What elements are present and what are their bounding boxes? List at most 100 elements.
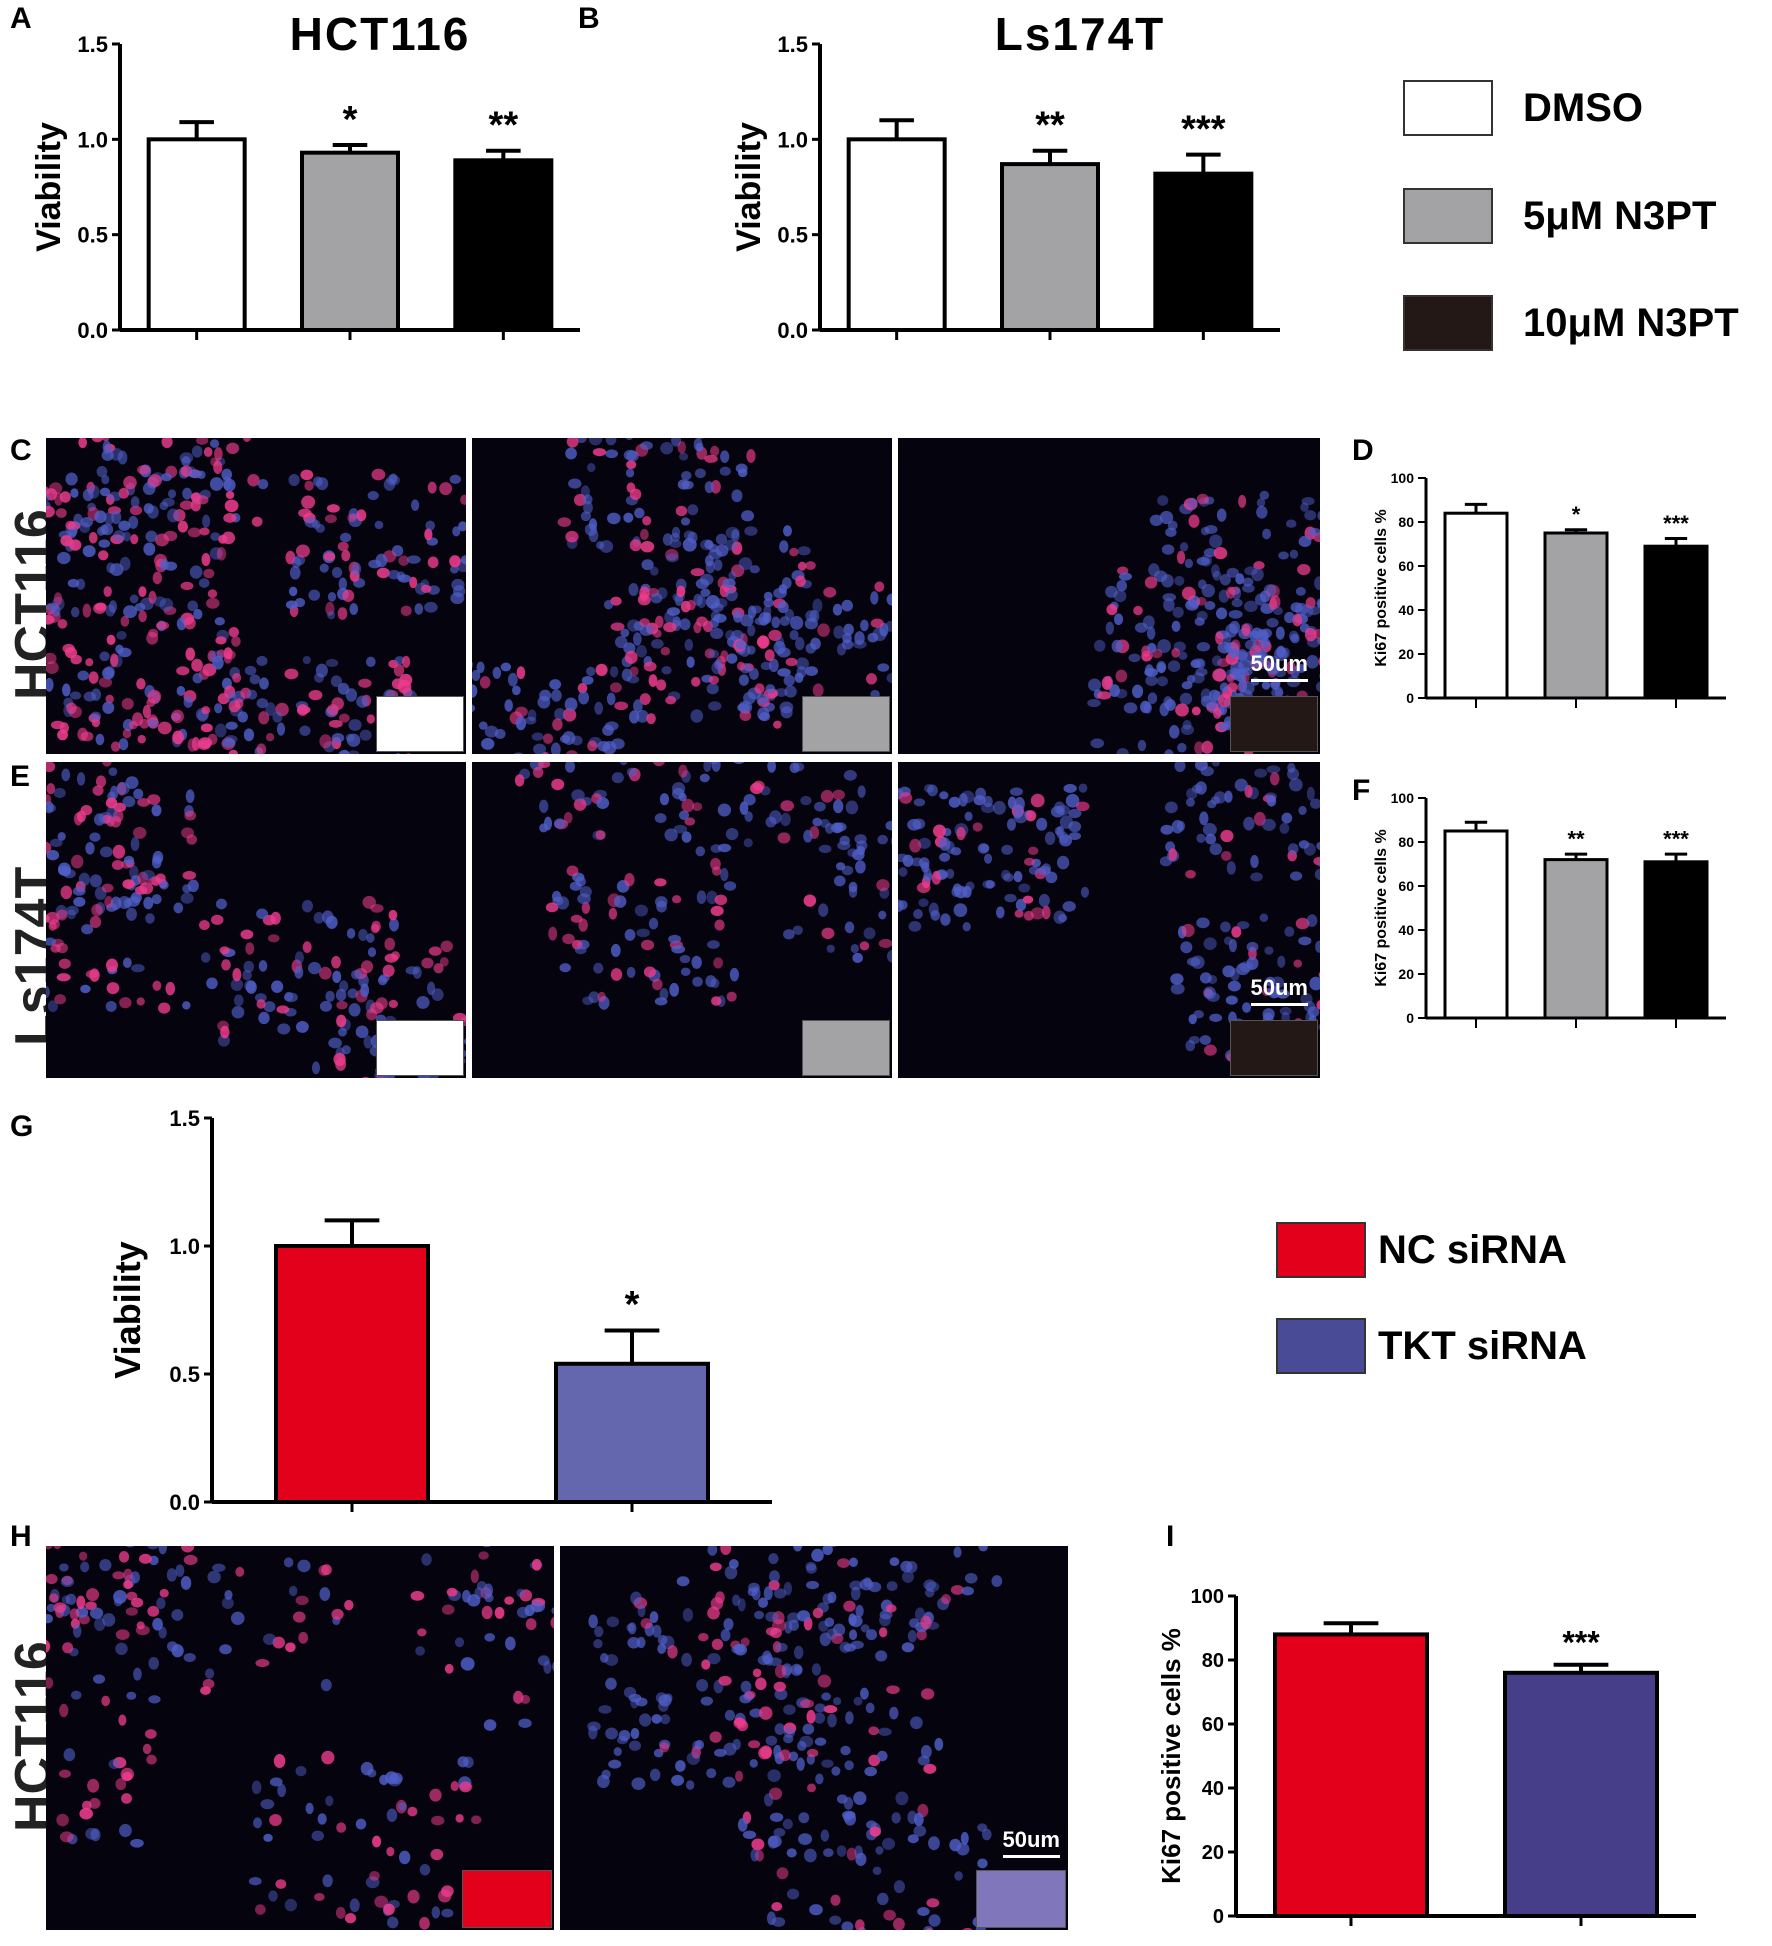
cell-nucleus — [316, 477, 329, 491]
cell-nucleus — [69, 1608, 80, 1620]
cell-nucleus — [1232, 668, 1246, 682]
cell-nucleus — [55, 508, 67, 518]
cell-nucleus — [1168, 848, 1178, 861]
cell-nucleus — [734, 1643, 748, 1656]
cell-nucleus — [1221, 850, 1232, 861]
cell-nucleus — [398, 1850, 411, 1865]
cell-nucleus — [1175, 703, 1189, 717]
cell-nucleus — [344, 1599, 354, 1611]
cell-nucleus — [1045, 871, 1058, 884]
chart-a-title: HCT116 — [290, 10, 471, 60]
cell-nucleus — [395, 753, 401, 754]
cell-nucleus — [794, 1665, 803, 1674]
cell-nucleus — [699, 773, 710, 783]
cell-nucleus — [1225, 586, 1236, 599]
cell-nucleus — [1277, 955, 1286, 968]
cell-nucleus — [650, 592, 663, 604]
cell-nucleus — [639, 1713, 652, 1727]
cell-nucleus — [382, 964, 395, 977]
cell-nucleus — [907, 1834, 919, 1844]
cell-nucleus — [789, 762, 800, 774]
cell-nucleus — [183, 1652, 196, 1663]
cell-nucleus — [1253, 657, 1265, 668]
cell-nucleus — [768, 1835, 782, 1848]
cell-nucleus — [1306, 605, 1320, 616]
cell-nucleus — [196, 438, 209, 445]
cell-nucleus — [298, 508, 312, 518]
cell-nucleus — [818, 903, 829, 917]
cell-nucleus — [288, 1585, 298, 1597]
cell-nucleus — [277, 1023, 291, 1035]
cell-nucleus — [650, 638, 664, 649]
cell-nucleus — [793, 1645, 804, 1660]
cell-nucleus — [98, 677, 113, 688]
cell-nucleus — [425, 520, 436, 531]
cell-nucleus — [868, 1726, 880, 1736]
cell-nucleus — [703, 762, 712, 772]
micrograph-swatch-c-dmso — [376, 696, 464, 752]
cell-nucleus — [854, 834, 867, 845]
cell-nucleus — [219, 1644, 232, 1655]
scale-bar-line-e — [1250, 1003, 1308, 1006]
cell-nucleus — [852, 952, 863, 963]
cell-nucleus — [248, 1877, 262, 1886]
cell-nucleus — [849, 1580, 863, 1591]
cell-nucleus — [705, 975, 717, 988]
cell-nucleus — [1181, 923, 1195, 938]
cell-nucleus — [811, 1548, 824, 1562]
cell-nucleus — [629, 539, 642, 552]
cell-nucleus — [233, 994, 244, 1007]
cell-nucleus — [860, 619, 869, 632]
cell-nucleus — [706, 1768, 717, 1779]
cell-nucleus — [613, 895, 627, 908]
cell-nucleus — [129, 505, 143, 516]
cell-nucleus — [886, 672, 892, 684]
cell-nucleus — [53, 592, 63, 606]
cell-nucleus — [265, 733, 275, 742]
cell-nucleus — [765, 1627, 778, 1636]
cell-nucleus — [889, 1557, 900, 1566]
cell-nucleus — [143, 896, 154, 910]
cell-nucleus — [786, 1888, 800, 1900]
cell-nucleus — [1167, 660, 1181, 673]
cell-nucleus — [99, 846, 113, 858]
cell-nucleus — [548, 926, 558, 941]
cell-nucleus — [331, 567, 343, 578]
cell-nucleus — [805, 666, 818, 677]
cell-nucleus — [960, 1831, 969, 1845]
cell-nucleus — [641, 939, 655, 951]
cell-nucleus — [46, 1603, 56, 1613]
cell-nucleus — [918, 898, 929, 907]
cell-nucleus — [595, 663, 608, 676]
cell-nucleus — [153, 596, 166, 607]
cell-nucleus — [724, 1709, 736, 1721]
cell-nucleus — [784, 609, 795, 621]
micrograph-e-dmso — [46, 762, 466, 1078]
cell-nucleus — [455, 1813, 464, 1823]
cell-nuclei-texture — [587, 1546, 1003, 1930]
cell-nucleus — [531, 1558, 542, 1571]
cell-nucleus — [777, 668, 791, 677]
cell-nucleus — [767, 1769, 781, 1782]
cell-nucleus — [667, 1645, 678, 1659]
cell-nucleus — [460, 494, 466, 505]
cell-nucleus — [412, 966, 422, 979]
cell-nucleus — [920, 1688, 935, 1700]
cell-nucleus — [108, 1759, 121, 1770]
cell-nucleus — [624, 650, 638, 664]
cell-nucleus — [337, 541, 349, 552]
cell-nucleus — [578, 691, 590, 705]
cell-nucleus — [985, 880, 995, 889]
cell-nucleus — [1054, 826, 1063, 836]
cell-nucleus — [659, 793, 670, 806]
cell-nucleus — [742, 1830, 757, 1840]
cell-nucleus — [1315, 940, 1320, 953]
cell-nucleus — [276, 1005, 290, 1014]
cell-nucleus — [99, 651, 110, 662]
chart-b-y-tick-label: 1.5 — [777, 32, 808, 57]
cell-nucleus — [708, 649, 720, 659]
cell-nucleus — [806, 1709, 816, 1724]
cell-nucleus — [441, 1885, 454, 1898]
cell-nucleus — [360, 983, 370, 998]
cell-nucleus — [452, 526, 461, 537]
